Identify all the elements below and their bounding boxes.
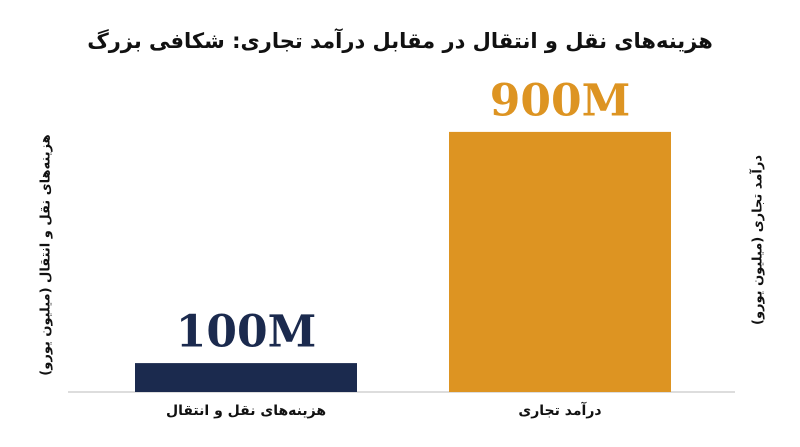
bar <box>135 363 357 392</box>
chart-title: هزینه‌های نقل و انتقال در مقابل درآمد تج… <box>87 28 713 53</box>
x-tick-label: درآمد تجاری <box>518 401 601 419</box>
x-tick-label: هزینه‌های نقل و انتقال <box>166 403 326 419</box>
y-axis-label: هزینه‌های نقل و انتقال (میلیون یورو) <box>39 134 54 375</box>
y2-axis-label: درآمد تجاری (میلیون یورو) <box>749 155 766 325</box>
value-label: 100M <box>176 307 317 358</box>
bar <box>449 131 671 392</box>
value-label: 900M <box>490 75 631 126</box>
